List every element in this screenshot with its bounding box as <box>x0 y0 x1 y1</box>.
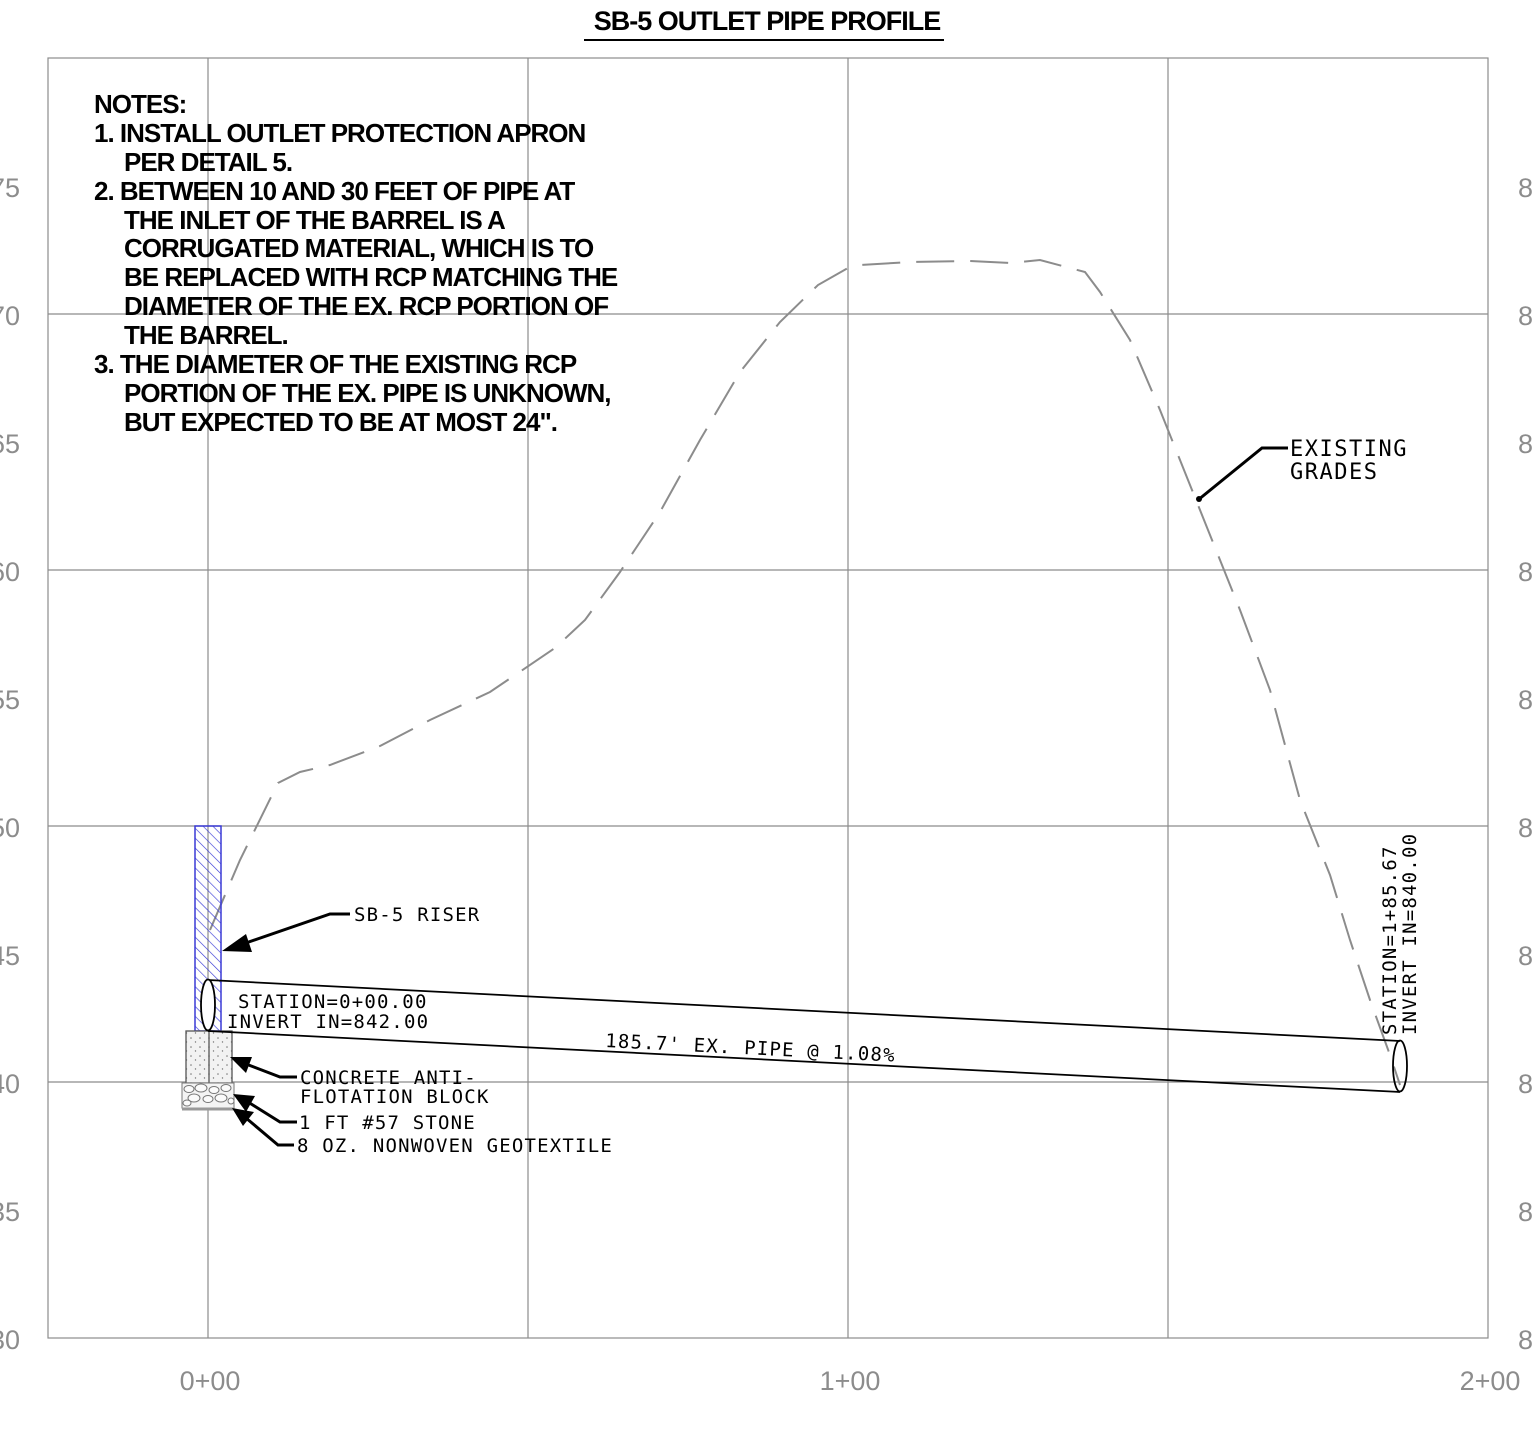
y-tick-right: 8 <box>1518 173 1533 203</box>
concrete-callout: CONCRETE ANTI- FLOTATION BLOCK <box>230 1057 490 1108</box>
notes-block: NOTES: 1. INSTALL OUTLET PROTECTION APRO… <box>94 89 619 437</box>
y-tick-left: 50 <box>0 813 20 843</box>
y-tick-right: 8 <box>1518 557 1533 587</box>
existing-grades-label: GRADES <box>1290 460 1378 485</box>
y-tick-right: 8 <box>1518 301 1533 331</box>
y-tick-left: 55 <box>0 685 20 715</box>
note-line: 2. BETWEEN 10 AND 30 FEET OF PIPE AT <box>94 176 575 206</box>
y-axis-left: 75 70 65 60 55 50 45 40 35 30 <box>0 173 20 1355</box>
y-tick-left: 30 <box>0 1325 20 1355</box>
y-tick-right: 8 <box>1518 941 1533 971</box>
station-end-label: STATION=1+85.67 <box>1379 845 1401 1035</box>
note-line: PORTION OF THE EX. PIPE IS UNKNOWN, <box>124 378 611 408</box>
concrete-label: CONCRETE ANTI- <box>300 1067 477 1089</box>
existing-pipe <box>200 978 1408 1093</box>
y-tick-right: 8 <box>1518 1069 1533 1099</box>
x-tick: 0+00 <box>180 1366 241 1396</box>
note-line: CORRUGATED MATERIAL, WHICH IS TO <box>124 233 594 263</box>
y-tick-right: 8 <box>1518 813 1533 843</box>
y-tick-left: 65 <box>0 429 20 459</box>
profile-grid <box>47 57 1489 1339</box>
pipe-label: 185.7' EX. PIPE @ 1.08% <box>605 1030 896 1067</box>
y-tick-left: 35 <box>0 1197 20 1227</box>
note-line: BE REPLACED WITH RCP MATCHING THE <box>124 262 618 292</box>
existing-grades-label: EXISTING <box>1290 437 1408 462</box>
x-axis: 0+00 1+00 2+00 <box>180 1366 1521 1396</box>
geotextile-label: 8 OZ. NONWOVEN GEOTEXTILE <box>297 1135 613 1157</box>
station-start-label: STATION=0+00.00 <box>238 991 428 1013</box>
y-tick-left: 40 <box>0 1069 20 1099</box>
note-line: 3. THE DIAMETER OF THE EXISTING RCP <box>94 349 577 379</box>
note-line: THE BARREL. <box>124 320 288 350</box>
riser-label: SB-5 RISER <box>354 904 480 926</box>
x-tick: 2+00 <box>1460 1366 1521 1396</box>
note-line: BUT EXPECTED TO BE AT MOST 24". <box>124 407 557 437</box>
stone-callout: 1 FT #57 STONE <box>233 1094 476 1134</box>
existing-grades-callout: EXISTING GRADES <box>1196 437 1408 502</box>
invert-end-label: INVERT IN=840.00 <box>1399 833 1421 1035</box>
y-tick-left: 60 <box>0 557 20 587</box>
drawing-title: SB-5 OUTLET PIPE PROFILE <box>594 6 941 36</box>
y-tick-right: 8 <box>1518 429 1533 459</box>
y-tick-left: 70 <box>0 301 20 331</box>
invert-start-label: INVERT IN=842.00 <box>227 1011 429 1033</box>
note-line: PER DETAIL 5. <box>124 147 292 177</box>
y-tick-right: 8 <box>1518 1197 1533 1227</box>
notes-heading: NOTES: <box>94 89 186 119</box>
geotextile-callout: 8 OZ. NONWOVEN GEOTEXTILE <box>232 1108 613 1157</box>
y-tick-left: 75 <box>0 173 20 203</box>
note-line: THE INLET OF THE BARREL IS A <box>124 205 506 235</box>
note-line: 1. INSTALL OUTLET PROTECTION APRON <box>94 118 586 148</box>
x-tick: 1+00 <box>820 1366 881 1396</box>
note-line: DIAMETER OF THE EX. RCP PORTION OF <box>124 291 608 321</box>
stone-layer <box>181 1082 235 1109</box>
concrete-label: FLOTATION BLOCK <box>300 1086 490 1108</box>
riser-callout: SB-5 RISER <box>222 904 480 952</box>
y-tick-left: 45 <box>0 941 20 971</box>
existing-grade-line <box>209 258 1401 1086</box>
stone-label: 1 FT #57 STONE <box>299 1112 476 1134</box>
y-axis-right: 8 8 8 8 8 8 8 8 8 8 <box>1518 173 1533 1355</box>
y-tick-right: 8 <box>1518 1325 1533 1355</box>
y-tick-right: 8 <box>1518 685 1533 715</box>
